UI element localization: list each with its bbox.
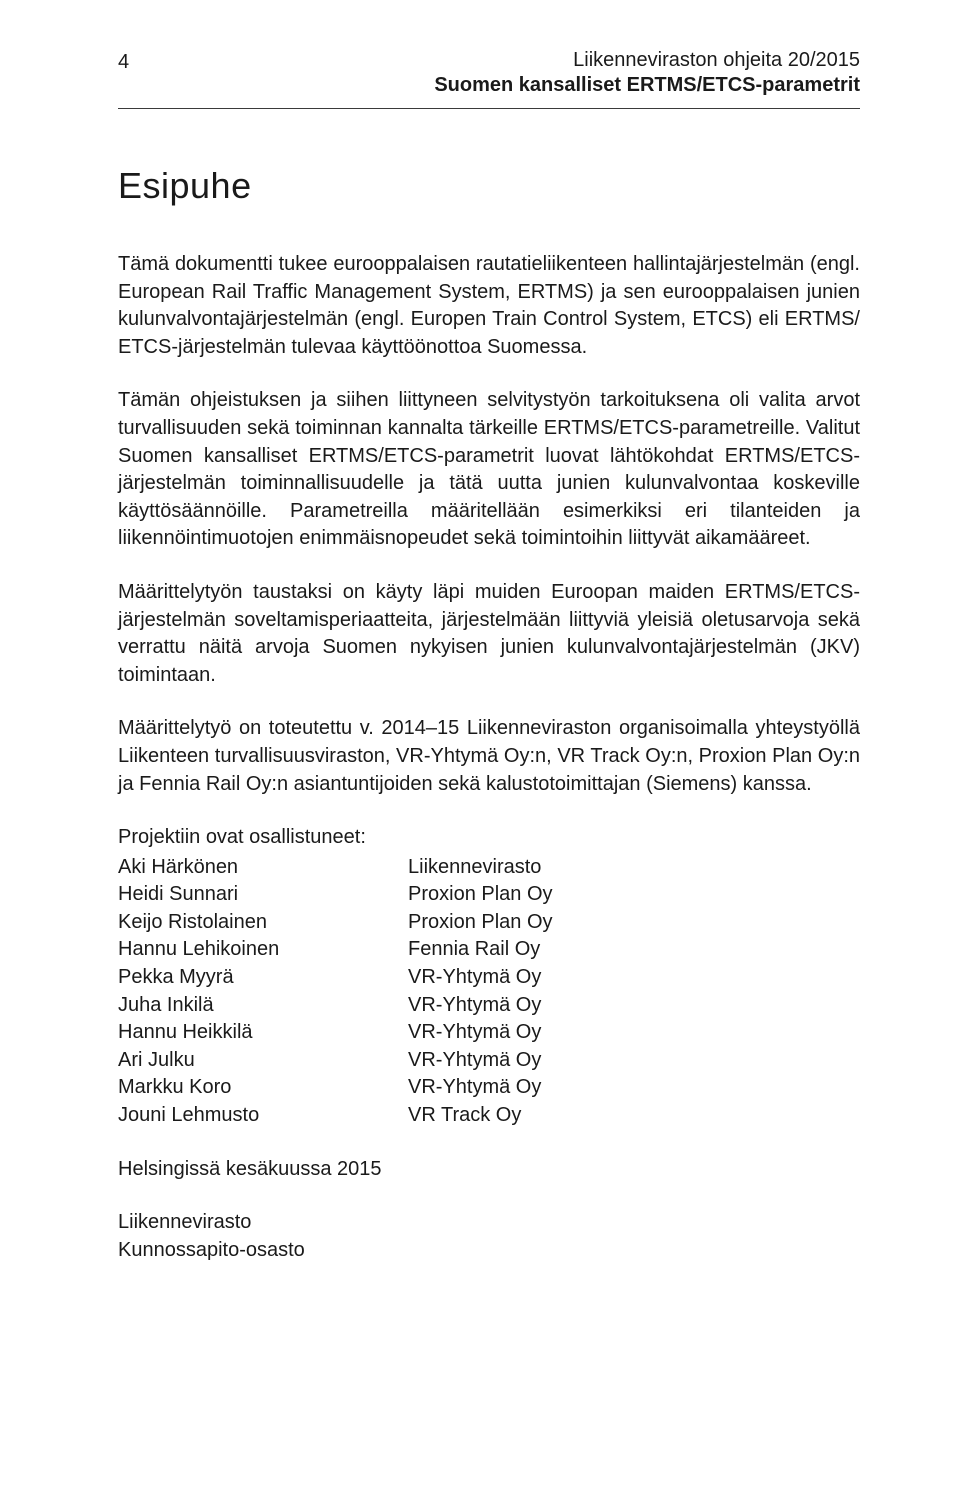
document-page: 4 Liikenneviraston ohjeita 20/2015 Suome…: [0, 0, 960, 1493]
paragraph-1: Tämä dokumentti tukee eurooppalaisen rau…: [118, 251, 860, 361]
header-rule: [118, 108, 860, 109]
participant-org: VR-Yhtymä Oy: [408, 1047, 860, 1075]
page-title: Esipuhe: [118, 165, 860, 207]
participants-intro: Projektiin ovat osallistuneet:: [118, 824, 860, 852]
participant-name: Pekka Myyrä: [118, 964, 398, 992]
page-header: 4 Liikenneviraston ohjeita 20/2015 Suome…: [118, 48, 860, 98]
paragraph-4: Määrittelytyö on toteutettu v. 2014–15 L…: [118, 715, 860, 798]
participant-name: Keijo Ristolainen: [118, 909, 398, 937]
participant-org: VR-Yhtymä Oy: [408, 964, 860, 992]
signature-block: Liikennevirasto Kunnossapito-osasto: [118, 1209, 860, 1264]
participant-org: Proxion Plan Oy: [408, 881, 860, 909]
participant-name: Ari Julku: [118, 1047, 398, 1075]
signature-line-1: Liikennevirasto: [118, 1209, 860, 1237]
participant-name: Markku Koro: [118, 1074, 398, 1102]
header-line-2: Suomen kansalliset ERTMS/ETCS-parametrit: [434, 73, 860, 98]
participant-org: VR-Yhtymä Oy: [408, 1074, 860, 1102]
participant-org: Liikennevirasto: [408, 854, 860, 882]
paragraph-2: Tämän ohjeistuksen ja siihen liittyneen …: [118, 387, 860, 553]
page-number: 4: [118, 48, 129, 74]
paragraph-3: Määrittelytyön taustaksi on käyty läpi m…: [118, 579, 860, 689]
participant-org: VR-Yhtymä Oy: [408, 1019, 860, 1047]
participant-name: Hannu Lehikoinen: [118, 936, 398, 964]
closing-line: Helsingissä kesäkuussa 2015: [118, 1156, 860, 1184]
participant-org: VR Track Oy: [408, 1102, 860, 1130]
signature-line-2: Kunnossapito-osasto: [118, 1237, 860, 1265]
participant-name: Jouni Lehmusto: [118, 1102, 398, 1130]
participant-org: Proxion Plan Oy: [408, 909, 860, 937]
participant-name: Juha Inkilä: [118, 992, 398, 1020]
header-right: Liikenneviraston ohjeita 20/2015 Suomen …: [434, 48, 860, 98]
participant-name: Hannu Heikkilä: [118, 1019, 398, 1047]
participant-name: Aki Härkönen: [118, 854, 398, 882]
participant-name: Heidi Sunnari: [118, 881, 398, 909]
participant-org: VR-Yhtymä Oy: [408, 992, 860, 1020]
header-line-1: Liikenneviraston ohjeita 20/2015: [434, 48, 860, 73]
participants-list: Aki Härkönen Liikennevirasto Heidi Sunna…: [118, 854, 860, 1130]
participant-org: Fennia Rail Oy: [408, 936, 860, 964]
